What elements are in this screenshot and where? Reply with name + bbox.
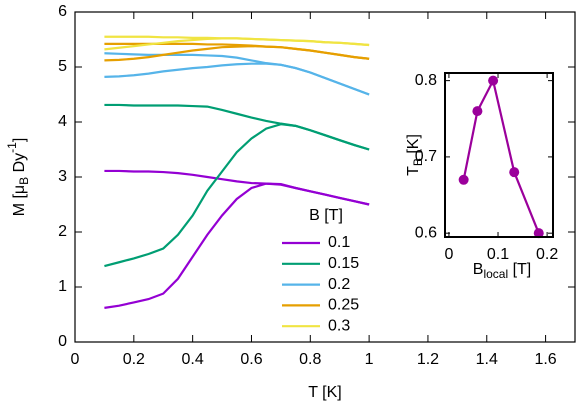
x-tick-label: 0.2: [123, 351, 145, 368]
series-line: [104, 62, 370, 96]
plot-frame: [74, 11, 576, 343]
x-axis-label: Blocal [T]: [473, 261, 531, 281]
y-tick-label: 5: [58, 58, 67, 75]
legend-label: 0.25: [328, 297, 359, 314]
data-point: [533, 228, 544, 239]
series-line: [104, 37, 370, 51]
y-tick-label: 4: [58, 113, 67, 130]
legend-label: 0.15: [328, 255, 359, 272]
y-tick-label: 2: [58, 223, 67, 240]
series-line: [104, 103, 370, 151]
x-tick-label: 0.1: [487, 246, 509, 263]
legend-label: 0.1: [328, 234, 350, 251]
x-tick-label: 0: [444, 246, 453, 263]
y-tick-label: 1: [58, 278, 67, 295]
y-tick-label: 0: [58, 333, 67, 350]
legend-title: B [T]: [309, 207, 343, 224]
x-tick-label: 0.4: [182, 351, 204, 368]
data-point: [458, 174, 469, 185]
y-tick-label: 3: [58, 168, 67, 185]
x-tick-label: 0.8: [299, 351, 321, 368]
y-tick-label: 0.6: [415, 224, 437, 241]
series-line: [104, 44, 370, 62]
x-tick-label: 0.6: [240, 351, 262, 368]
inset-background: [445, 73, 553, 237]
y-axis-label: M [μB Dy-1]: [5, 138, 31, 217]
x-tick-label: 1: [365, 351, 374, 368]
x-tick-label: 0: [71, 351, 80, 368]
inset-y-label: TB [K]: [405, 134, 425, 176]
legend-label: 0.2: [328, 276, 350, 293]
data-point: [488, 75, 499, 86]
x-tick-label: 0.2: [536, 246, 558, 263]
x-tick-label: 1.4: [476, 351, 498, 368]
series-line: [104, 182, 370, 309]
x-tick-label: 1.6: [534, 351, 556, 368]
series-line: [104, 123, 370, 268]
data-point: [509, 167, 520, 178]
y-axis-label: TB [K]: [405, 134, 425, 176]
data-point: [472, 106, 483, 117]
x-axis-label: T [K]: [308, 384, 342, 401]
main-y-label: M [μB Dy-1]: [5, 138, 31, 217]
legend-label: 0.3: [328, 317, 350, 334]
y-tick-label: 6: [58, 3, 67, 20]
y-tick-label: 0.8: [415, 72, 437, 89]
y-tick-label: 0.7: [415, 148, 437, 165]
x-tick-label: 1.2: [417, 351, 439, 368]
plot-frame: [444, 72, 554, 238]
